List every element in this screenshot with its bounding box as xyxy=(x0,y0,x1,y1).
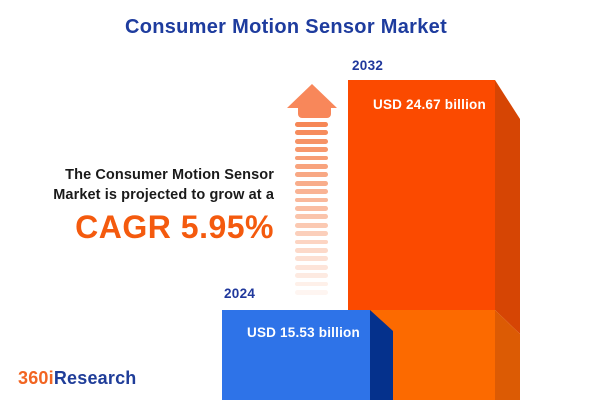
arrow-stripe xyxy=(295,231,328,236)
arrow-stripe xyxy=(295,172,328,178)
bar-2032-front-face xyxy=(348,80,495,310)
arrow-stripe xyxy=(295,197,328,203)
growth-arrow-head-base xyxy=(298,103,331,118)
arrow-stripe xyxy=(295,281,328,287)
growth-annotation: The Consumer Motion Sensor Market is pro… xyxy=(20,166,274,246)
arrow-stripe xyxy=(295,180,328,186)
brand-logo: 360iResearch xyxy=(18,368,137,389)
annotation-line-2: Market is projected to grow at a xyxy=(53,186,274,203)
arrow-stripe xyxy=(295,214,328,220)
arrow-stripe xyxy=(295,130,328,136)
arrow-stripe xyxy=(295,189,328,194)
growth-arrow-stripes xyxy=(295,122,328,302)
arrow-stripe xyxy=(295,273,328,278)
logo-prefix: 360i xyxy=(18,368,54,388)
arrow-stripe xyxy=(295,206,328,211)
arrow-stripe xyxy=(295,248,328,253)
bar-2024-value-label: USD 15.53 billion xyxy=(247,325,360,340)
arrow-stripe xyxy=(295,222,328,228)
arrow-stripe xyxy=(295,256,328,262)
arrow-stripe xyxy=(295,138,328,144)
chart-title: Consumer Motion Sensor Market xyxy=(124,16,448,38)
bar-2032-value-label: USD 24.67 billion xyxy=(373,97,486,112)
arrow-stripe xyxy=(295,264,328,270)
arrow-stripe xyxy=(295,164,328,169)
bar-2032-side-face xyxy=(495,80,520,334)
arrow-stripe xyxy=(295,147,328,152)
arrow-stripe xyxy=(295,239,328,245)
bar-2032-year-label: 2032 xyxy=(352,58,384,73)
logo-suffix: Research xyxy=(53,368,137,388)
annotation-line-1: The Consumer Motion Sensor xyxy=(65,167,274,183)
cagr-value: CAGR 5.95% xyxy=(75,209,274,245)
arrow-stripe xyxy=(295,122,328,127)
arrow-stripe xyxy=(295,290,328,295)
bar-2024-side-face xyxy=(370,310,393,400)
arrow-stripe xyxy=(295,155,328,161)
bar-2024-front-face xyxy=(222,310,370,400)
bar-2024-year-label: 2024 xyxy=(224,286,256,301)
